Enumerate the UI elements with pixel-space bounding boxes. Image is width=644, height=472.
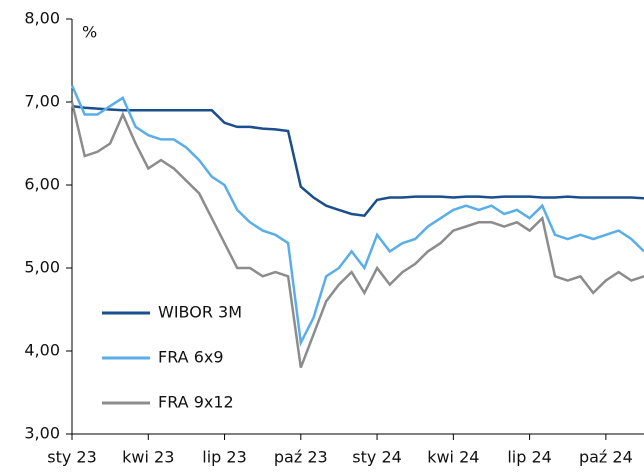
legend-label: WIBOR 3M: [158, 303, 242, 322]
x-tick-label: paź 23: [274, 448, 328, 467]
x-tick-label: sty 23: [47, 448, 97, 467]
series-line: [70, 84, 644, 347]
x-tick-label: lip 23: [202, 448, 247, 467]
legend-label: FRA 9x12: [158, 393, 234, 412]
y-tick-label: 5,00: [24, 258, 60, 277]
x-tick-label: kwi 23: [122, 448, 174, 467]
y-tick-label: 4,00: [24, 341, 60, 360]
x-tick-label: kwi 24: [427, 448, 479, 467]
x-tick-label: sty 24: [352, 448, 402, 467]
y-tick-label: 7,00: [24, 92, 60, 111]
series-line: [70, 101, 644, 369]
x-tick-label: paź 24: [579, 448, 633, 467]
y-axis-unit: %: [82, 23, 97, 42]
y-tick-label: 8,00: [24, 9, 60, 28]
series-line: [71, 104, 644, 218]
x-tick-label: lip 24: [507, 448, 552, 467]
y-tick-label: 6,00: [24, 175, 60, 194]
legend-label: FRA 6x9: [158, 348, 224, 367]
y-tick-label: 3,00: [24, 424, 60, 443]
